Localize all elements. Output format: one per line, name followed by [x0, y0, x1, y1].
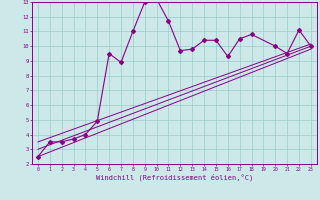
X-axis label: Windchill (Refroidissement éolien,°C): Windchill (Refroidissement éolien,°C): [96, 173, 253, 181]
